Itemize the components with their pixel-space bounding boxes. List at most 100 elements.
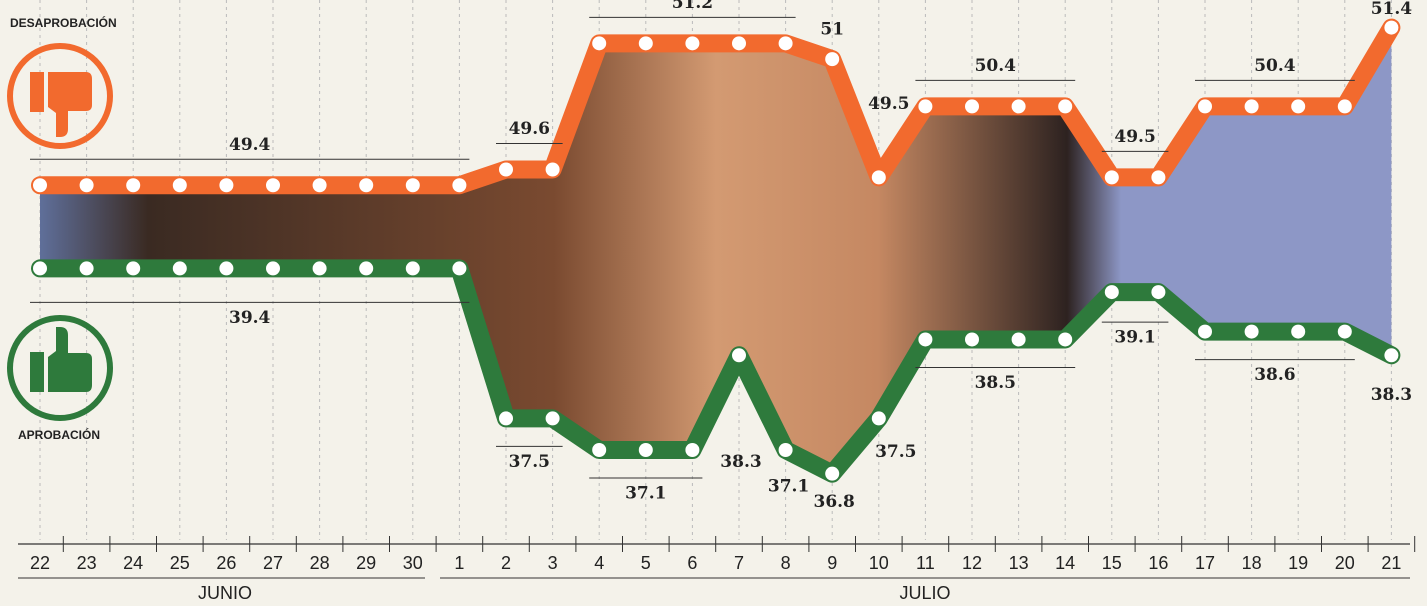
x-tick-label: 18 <box>1242 553 1262 573</box>
series-line <box>31 259 1401 483</box>
point <box>126 178 141 193</box>
x-tick-label: 11 <box>916 553 935 573</box>
x-tick-label: 22 <box>30 553 50 573</box>
point <box>1291 99 1306 114</box>
x-tick-label: 5 <box>641 553 651 573</box>
x-tick-label: 30 <box>403 553 423 573</box>
point <box>1011 332 1026 347</box>
data-label: 37.5 <box>875 442 916 462</box>
point <box>405 178 420 193</box>
x-tick-label: 9 <box>827 553 837 573</box>
point <box>592 36 607 51</box>
point <box>312 261 327 276</box>
point <box>545 162 560 177</box>
point <box>1058 332 1073 347</box>
point <box>312 178 327 193</box>
point <box>1198 99 1212 114</box>
data-label: 39.1 <box>1114 328 1155 348</box>
x-tick-label: 8 <box>781 553 791 573</box>
point <box>778 443 793 457</box>
point <box>79 261 94 276</box>
point <box>359 178 374 193</box>
point <box>33 261 47 276</box>
month-label: JULIO <box>899 583 950 603</box>
legend-label: APROBACIÓN <box>18 427 100 442</box>
thumbs-down-icon <box>7 43 113 149</box>
data-label: 38.3 <box>720 452 761 472</box>
point <box>545 411 560 426</box>
point <box>1011 99 1026 114</box>
data-label: 51.2 <box>672 0 713 13</box>
point <box>965 99 979 114</box>
point <box>732 36 746 51</box>
data-label: 38.3 <box>1371 385 1412 405</box>
point <box>1104 285 1119 300</box>
point <box>359 261 374 276</box>
point <box>172 261 187 276</box>
x-tick-label: 7 <box>734 553 744 573</box>
point <box>1058 99 1073 114</box>
background-photo <box>40 27 1392 474</box>
x-tick-label: 29 <box>356 553 376 573</box>
point <box>1198 324 1212 339</box>
point <box>638 443 653 457</box>
x-tick-label: 20 <box>1335 553 1355 573</box>
data-label: 50.4 <box>975 56 1017 76</box>
data-label: 39.4 <box>229 308 271 328</box>
data-label: 50.4 <box>1254 56 1296 76</box>
x-tick-label: 28 <box>310 553 330 573</box>
x-tick-label: 15 <box>1102 553 1122 573</box>
x-tick-label: 25 <box>170 553 190 573</box>
point <box>1244 99 1259 114</box>
x-tick-label: 3 <box>548 553 558 573</box>
point <box>405 261 420 276</box>
data-label: 38.6 <box>1254 365 1295 385</box>
point <box>965 332 979 347</box>
data-label: 37.5 <box>509 452 550 472</box>
data-label: 37.1 <box>625 484 666 504</box>
x-tick-label: 23 <box>77 553 97 573</box>
x-tick-label: 14 <box>1055 553 1075 573</box>
data-label: 36.8 <box>813 492 854 512</box>
month-label: JUNIO <box>198 583 252 603</box>
point <box>1104 170 1119 185</box>
x-tick-label: 10 <box>869 553 889 573</box>
point <box>778 36 793 51</box>
point <box>592 443 607 457</box>
x-tick-label: 4 <box>594 553 604 573</box>
point <box>499 411 513 426</box>
x-tick-label: 13 <box>1009 553 1029 573</box>
x-tick-label: 17 <box>1195 553 1215 573</box>
point <box>1384 20 1399 35</box>
point <box>219 261 234 276</box>
point <box>33 178 47 193</box>
x-tick-label: 12 <box>962 553 982 573</box>
point <box>172 178 187 193</box>
data-label: 49.5 <box>1114 127 1155 147</box>
point <box>79 178 94 193</box>
x-tick-label: 24 <box>123 553 143 573</box>
data-label: 51 <box>820 20 844 40</box>
x-tick-label: 27 <box>263 553 283 573</box>
point <box>499 162 513 177</box>
point <box>685 443 700 457</box>
point <box>1337 324 1352 339</box>
point <box>1151 285 1166 300</box>
point <box>1291 324 1306 339</box>
point <box>1244 324 1259 339</box>
point <box>825 466 840 481</box>
data-label: 49.6 <box>509 119 550 139</box>
point <box>825 52 840 67</box>
legend-label: DESAPROBACIÓN <box>10 15 117 30</box>
data-label: 37.1 <box>768 477 809 497</box>
x-tick-label: 16 <box>1148 553 1168 573</box>
point <box>638 36 653 51</box>
data-label: 51.4 <box>1371 0 1413 19</box>
point <box>1384 348 1399 363</box>
point <box>266 178 280 193</box>
x-tick-label: 21 <box>1381 553 1401 573</box>
data-label: 38.5 <box>975 373 1016 393</box>
point <box>452 178 467 193</box>
point <box>918 99 933 114</box>
